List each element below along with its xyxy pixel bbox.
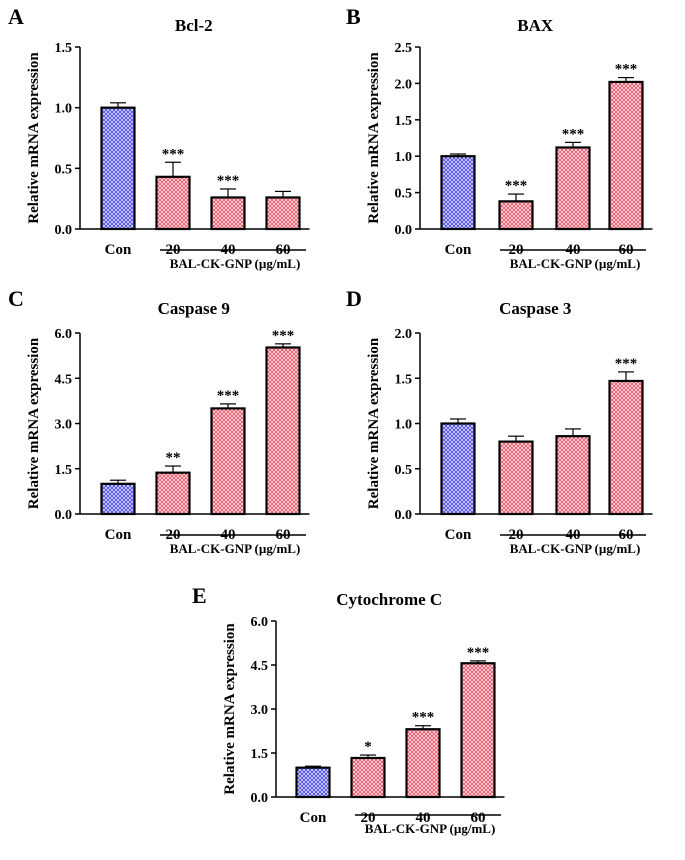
bar-40 <box>405 728 441 799</box>
bar-con <box>100 106 136 231</box>
significance-label: *** <box>505 178 528 194</box>
bar-60 <box>608 80 644 231</box>
y-axis-label: Relative mRNA expression <box>366 52 382 224</box>
y-axis-label: Relative mRNA expression <box>222 623 238 795</box>
y-tick-label: 1.0 <box>395 150 413 165</box>
y-tick-label: 0.0 <box>251 791 269 806</box>
bar-20 <box>155 175 191 231</box>
panel-label: A <box>8 4 24 29</box>
bar-con <box>440 155 476 231</box>
panel-b: B BAX Relative mRNA expression 0.0 0.5 1.0 1.5… <box>346 4 653 271</box>
panel-title: Caspase 3 <box>499 299 571 318</box>
significance-label: *** <box>217 388 240 404</box>
y-tick-label: 1.5 <box>55 463 73 478</box>
y-tick-label: 0.0 <box>55 508 73 523</box>
y-tick-label: 0.0 <box>55 223 73 238</box>
y-tick-label: 1.0 <box>55 102 73 117</box>
bar-40 <box>210 407 246 516</box>
bar-40 <box>555 146 591 231</box>
panel-c: C Caspase 9 Relative mRNA expression 0.0 1.5… <box>8 286 310 556</box>
y-tick-label: 3.0 <box>251 703 269 718</box>
y-tick-label: 4.5 <box>55 372 73 387</box>
y-tick-label: 6.0 <box>55 327 73 342</box>
significance-label: ** <box>166 450 181 466</box>
category-label: 60 <box>471 810 486 826</box>
panel-d: D Caspase 3 Relative mRNA expression 0.0 0.5… <box>346 286 653 556</box>
significance-label: *** <box>412 710 435 726</box>
bar-60 <box>265 346 301 516</box>
y-tick-label: 6.0 <box>251 615 269 630</box>
significance-label: *** <box>615 62 638 78</box>
panel-label: B <box>346 4 361 29</box>
y-axis-label: Relative mRNA expression <box>366 337 382 509</box>
y-tick-label: 4.5 <box>251 659 269 674</box>
y-tick-label: 1.5 <box>251 747 269 762</box>
panel-title: Caspase 9 <box>158 299 230 318</box>
bar-20 <box>498 200 534 231</box>
group-label: BAL-CK-GNP (µg/mL) <box>170 541 301 556</box>
category-label: Con <box>105 527 132 543</box>
y-tick-label: 0.5 <box>395 463 413 478</box>
panel-title: BAX <box>517 16 554 35</box>
panel-label: C <box>8 286 24 311</box>
y-tick-label: 2.5 <box>395 41 413 56</box>
bar-20 <box>350 756 386 799</box>
panel-label: D <box>346 286 362 311</box>
significance-label: *** <box>162 146 185 162</box>
group-label: BAL-CK-GNP (µg/mL) <box>365 821 496 836</box>
bar-60 <box>460 662 496 799</box>
bar-20 <box>498 440 534 516</box>
panel-title: Cytochrome C <box>336 590 442 609</box>
y-tick-label: 0.0 <box>395 508 413 523</box>
category-label: Con <box>445 527 472 543</box>
bar-con <box>100 482 136 516</box>
category-label: 40 <box>416 810 431 826</box>
group-label: BAL-CK-GNP (µg/mL) <box>510 256 641 271</box>
y-tick-label: 1.5 <box>395 372 413 387</box>
significance-label: *** <box>562 126 585 142</box>
panel-label: E <box>192 583 207 608</box>
panel-a: A Bcl-2 Relative mRNA expression 0.0 0.5 1.0 1… <box>8 4 310 271</box>
category-label: Con <box>105 242 132 258</box>
bar-40 <box>555 435 591 516</box>
category-label: 20 <box>361 810 376 826</box>
bar-con <box>295 766 331 799</box>
y-tick-label: 2.0 <box>395 77 413 92</box>
y-tick-label: 0.5 <box>395 187 413 202</box>
bar-60 <box>608 379 644 516</box>
y-axis-label: Relative mRNA expression <box>26 337 42 509</box>
panel-e: E Cytochrome C Relative mRNA expression 0.0… <box>192 583 505 836</box>
panel-title: Bcl-2 <box>175 16 213 35</box>
y-tick-label: 1.5 <box>55 41 73 56</box>
significance-label: *** <box>615 356 638 372</box>
bar-40 <box>210 196 246 231</box>
y-tick-label: 3.0 <box>55 418 73 433</box>
group-label: BAL-CK-GNP (µg/mL) <box>510 541 641 556</box>
y-axis-label: Relative mRNA expression <box>26 52 42 224</box>
y-tick-label: 0.5 <box>55 162 73 177</box>
bar-20 <box>155 471 191 516</box>
significance-label: *** <box>467 645 490 661</box>
bar-60 <box>265 196 301 231</box>
significance-label: *** <box>272 328 295 344</box>
category-label: Con <box>445 242 472 258</box>
y-tick-label: 1.5 <box>395 114 413 129</box>
y-tick-label: 1.0 <box>395 418 413 433</box>
category-label: Con <box>300 810 327 826</box>
significance-label: *** <box>217 173 240 189</box>
y-tick-label: 2.0 <box>395 327 413 342</box>
significance-label: * <box>364 739 372 755</box>
bar-con <box>440 422 476 516</box>
group-label: BAL-CK-GNP (µg/mL) <box>170 256 301 271</box>
y-tick-label: 0.0 <box>395 223 413 238</box>
